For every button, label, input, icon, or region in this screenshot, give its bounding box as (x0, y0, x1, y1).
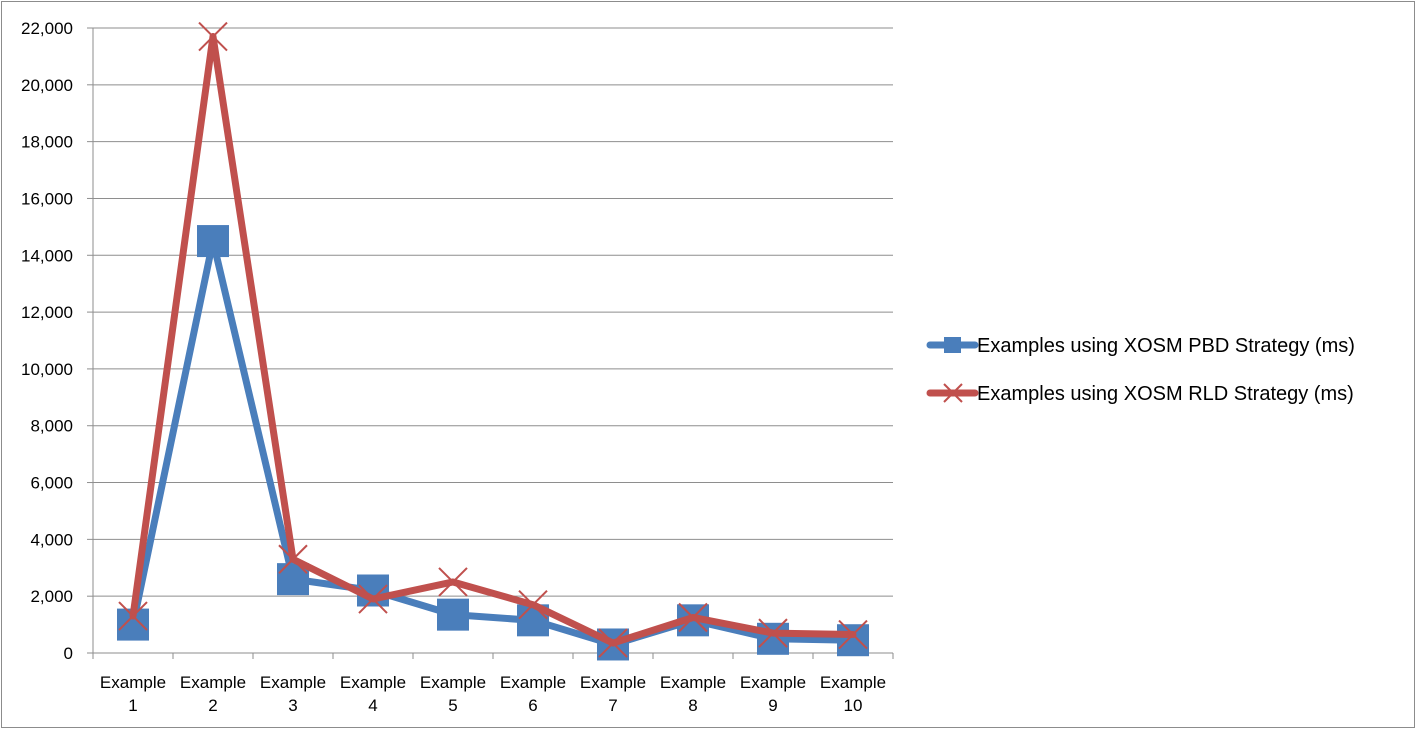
x-marker-stroke (598, 628, 628, 658)
x-marker-stroke (518, 589, 548, 620)
x-tick-label: Example 10 (820, 673, 886, 715)
y-tick-label: 6,000 (30, 474, 73, 493)
x-marker-stroke (118, 601, 148, 631)
data-point (277, 563, 309, 596)
axes (87, 27, 894, 659)
x-marker-stroke (438, 567, 468, 597)
legend: Examples using XOSM PBD Strategy (ms) Exa… (926, 335, 1355, 405)
x-marker-stroke (278, 544, 308, 574)
x-marker-stroke (358, 584, 388, 614)
legend-label: Examples using XOSM RLD Strategy (ms) (977, 383, 1354, 405)
series-layer (117, 21, 869, 661)
data-point (837, 624, 869, 657)
x-marker-stroke (678, 602, 708, 633)
x-tick-label: Example 5 (420, 673, 486, 715)
legend-label: Examples using XOSM PBD Strategy (ms) (977, 335, 1355, 357)
x-tick-label: Example 4 (340, 673, 406, 715)
x-tick-label: Example 8 (660, 673, 726, 715)
data-point (438, 567, 468, 597)
legend-entry-2: Examples using XOSM RLD Strategy (ms) (926, 383, 1354, 405)
y-tick-label: 14,000 (21, 246, 73, 265)
gridlines (93, 27, 893, 597)
x-tick-label: Example 3 (260, 673, 326, 715)
data-point (198, 21, 228, 52)
data-point (358, 584, 388, 614)
x-marker-stroke (838, 619, 868, 650)
legend-entry-1: Examples using XOSM PBD Strategy (ms) (926, 335, 1355, 357)
y-tick-label: 18,000 (21, 133, 73, 152)
y-tick-label: 8,000 (30, 417, 73, 436)
y-tick-label: 20,000 (21, 76, 73, 95)
y-tick-label: 2,000 (30, 587, 73, 606)
x-tick-label: Example 7 (580, 673, 646, 715)
data-point (838, 619, 868, 650)
x-tick-label: Example 1 (100, 673, 166, 715)
data-point (118, 601, 148, 631)
legend-marker (943, 383, 963, 403)
series-1 (117, 225, 869, 661)
x-tick-label: Example 6 (500, 673, 566, 715)
x-marker-stroke (198, 21, 228, 52)
data-point (758, 618, 788, 648)
series-line (129, 237, 857, 648)
data-point (197, 225, 229, 258)
y-tick-label: 4,000 (30, 530, 73, 549)
series-line (129, 33, 857, 647)
y-tick-label: 22,000 (21, 19, 73, 38)
legend-marker (944, 337, 961, 353)
data-point (278, 544, 308, 574)
y-tick-label: 10,000 (21, 360, 73, 379)
y-tick-label: 16,000 (21, 189, 73, 208)
data-point (437, 598, 469, 631)
data-point (598, 628, 628, 658)
x-tick-label: Example 2 (180, 673, 246, 715)
data-point (678, 602, 708, 633)
y-tick-label: 12,000 (21, 303, 73, 322)
y-tick-label: 0 (64, 644, 73, 663)
y-tick-labels: 0 2,000 4,000 6,000 8,000 10,000 12,000 14,000 1… (21, 19, 73, 663)
x-tick-labels: Example 1 Example 2 Example 3 Example 4 Example 5… (100, 673, 886, 715)
x-tick-label: Example 9 (740, 673, 806, 715)
x-marker-stroke (758, 618, 788, 648)
data-point (518, 589, 548, 620)
x-marker-stroke (943, 383, 963, 403)
series-2 (118, 21, 868, 658)
